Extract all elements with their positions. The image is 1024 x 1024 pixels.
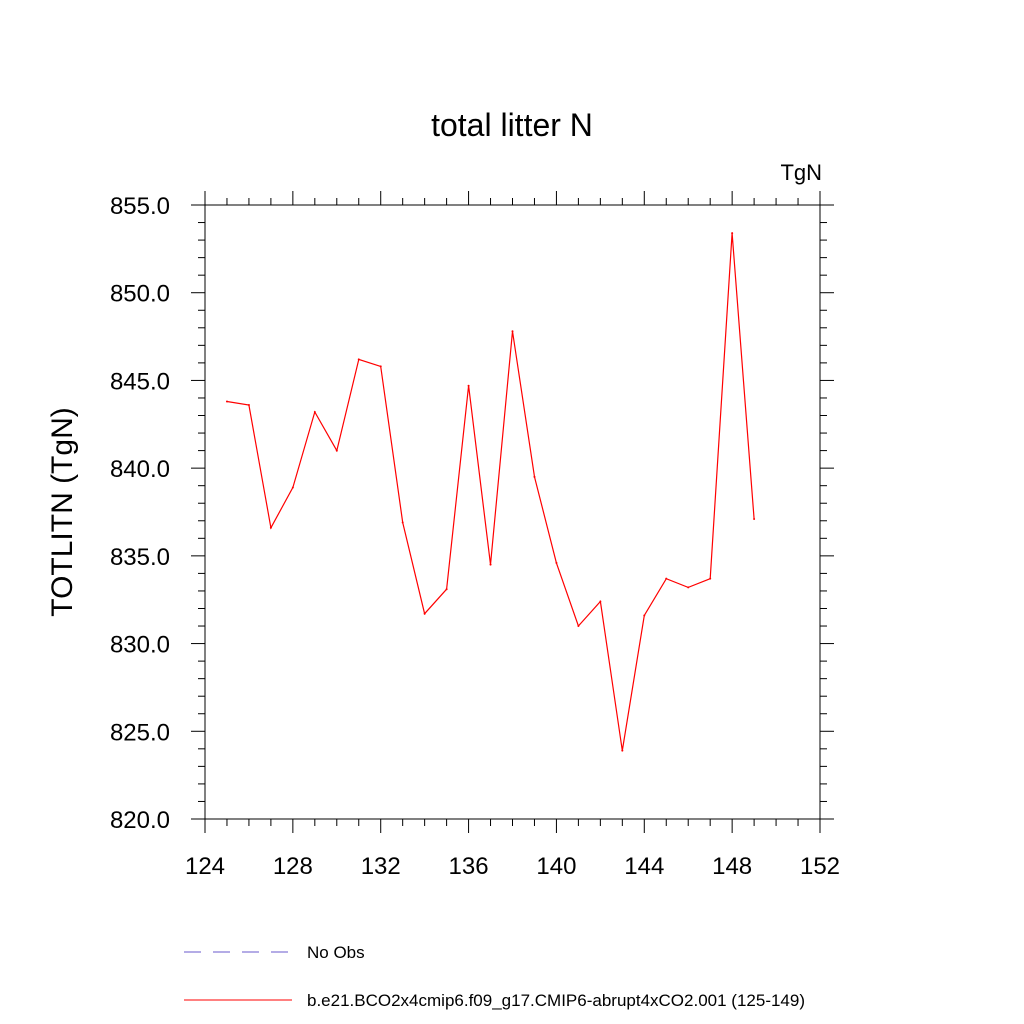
data-point — [225, 400, 228, 403]
x-tick-label: 124 — [185, 853, 225, 880]
y-tick-label: 825.0 — [110, 719, 170, 746]
data-point — [709, 577, 712, 580]
data-point — [357, 358, 360, 361]
x-tick-label: 128 — [273, 853, 313, 880]
data-point — [687, 586, 690, 589]
x-tick-labels: 124 128 132 136 140 144 148 152 — [185, 853, 840, 880]
data-point — [247, 403, 250, 406]
series-line — [226, 233, 755, 751]
data-point — [379, 365, 382, 368]
data-point — [731, 232, 734, 235]
data-point — [489, 563, 492, 566]
data-point — [621, 749, 624, 752]
y-tick-label: 855.0 — [110, 193, 170, 220]
x-tick-label: 132 — [361, 853, 401, 880]
x-tick-label: 152 — [800, 853, 840, 880]
data-point — [599, 600, 602, 603]
y-tick-labels: 820.0 825.0 830.0 835.0 840.0 845.0 850.0 855.0 — [110, 193, 170, 834]
data-point — [555, 561, 558, 564]
x-tick-label: 140 — [536, 853, 576, 880]
data-point — [665, 577, 668, 580]
data-point — [533, 475, 536, 478]
chart-title: total litter N — [431, 107, 593, 143]
data-point — [577, 625, 580, 628]
data-point — [423, 612, 426, 615]
data-point — [335, 449, 338, 452]
x-tick-label: 144 — [624, 853, 664, 880]
legend-label: No Obs — [307, 943, 365, 962]
data-point — [753, 518, 756, 521]
data-point — [445, 588, 448, 591]
data-point — [313, 411, 316, 414]
y-tick-label: 850.0 — [110, 281, 170, 308]
axis-ticks — [191, 191, 834, 833]
series-layer — [225, 232, 756, 752]
y-tick-label: 835.0 — [110, 544, 170, 571]
legend: No Obs b.e21.BCO2x4cmip6.f09_g17.CMIP6-ab… — [184, 943, 805, 1010]
data-point — [511, 330, 514, 333]
y-tick-label: 830.0 — [110, 632, 170, 659]
x-tick-label: 136 — [449, 853, 489, 880]
data-point — [269, 526, 272, 529]
data-point — [643, 614, 646, 617]
y-tick-label: 820.0 — [110, 807, 170, 834]
y-tick-label: 845.0 — [110, 368, 170, 395]
legend-label: b.e21.BCO2x4cmip6.f09_g17.CMIP6-abrupt4x… — [307, 991, 805, 1010]
data-point — [291, 486, 294, 489]
x-tick-label: 148 — [712, 853, 752, 880]
data-point — [467, 384, 470, 387]
units-label: TgN — [780, 160, 822, 185]
y-tick-label: 840.0 — [110, 456, 170, 483]
data-point — [401, 521, 404, 524]
y-axis-title: TOTLITN (TgN) — [46, 407, 79, 616]
